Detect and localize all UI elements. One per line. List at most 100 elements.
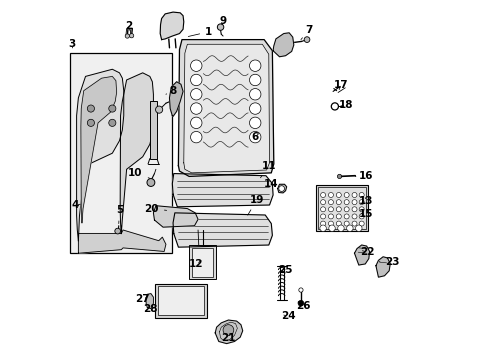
Bar	[149, 102, 157, 158]
Bar	[189, 246, 216, 279]
Circle shape	[328, 221, 333, 226]
Circle shape	[351, 214, 356, 219]
Circle shape	[320, 193, 325, 198]
Bar	[315, 185, 367, 231]
Circle shape	[336, 193, 341, 198]
Circle shape	[358, 221, 364, 226]
Circle shape	[328, 207, 333, 212]
Polygon shape	[173, 213, 272, 247]
Circle shape	[298, 288, 303, 292]
Circle shape	[217, 24, 224, 30]
Text: 20: 20	[144, 203, 166, 213]
Circle shape	[319, 225, 325, 231]
Circle shape	[115, 228, 121, 234]
Text: 12: 12	[189, 259, 203, 269]
Circle shape	[328, 193, 333, 198]
Text: 19: 19	[247, 195, 264, 215]
Circle shape	[344, 214, 348, 219]
Circle shape	[346, 225, 352, 231]
Text: 1: 1	[188, 27, 212, 37]
Text: 25: 25	[278, 265, 292, 275]
Bar	[191, 248, 213, 277]
Polygon shape	[81, 76, 116, 223]
Circle shape	[344, 207, 348, 212]
Circle shape	[320, 214, 325, 219]
Bar	[317, 187, 365, 229]
Circle shape	[328, 214, 333, 219]
Circle shape	[249, 74, 261, 86]
Text: 28: 28	[143, 304, 158, 314]
Polygon shape	[172, 174, 272, 207]
Circle shape	[155, 106, 163, 113]
Text: 22: 22	[360, 247, 374, 257]
Circle shape	[87, 105, 94, 112]
Text: 11: 11	[260, 161, 276, 178]
Circle shape	[125, 34, 129, 38]
Text: 6: 6	[251, 132, 258, 142]
Text: 16: 16	[354, 171, 372, 181]
Text: 21: 21	[221, 333, 235, 343]
Circle shape	[298, 300, 303, 306]
Circle shape	[358, 200, 364, 204]
Polygon shape	[215, 320, 242, 343]
Circle shape	[336, 207, 341, 212]
Circle shape	[190, 117, 202, 129]
Circle shape	[320, 200, 325, 204]
Circle shape	[358, 193, 364, 198]
Circle shape	[351, 221, 356, 226]
Text: 24: 24	[280, 311, 295, 321]
Text: 27: 27	[135, 294, 150, 303]
Circle shape	[223, 325, 233, 336]
Polygon shape	[78, 230, 165, 253]
Polygon shape	[120, 73, 153, 234]
Polygon shape	[277, 184, 286, 193]
Circle shape	[108, 119, 116, 126]
Circle shape	[336, 214, 341, 219]
Circle shape	[336, 200, 341, 204]
Circle shape	[337, 225, 344, 231]
Text: 17: 17	[333, 80, 347, 90]
Circle shape	[351, 193, 356, 198]
Circle shape	[190, 103, 202, 114]
Circle shape	[304, 37, 309, 42]
Circle shape	[355, 225, 361, 231]
Circle shape	[249, 103, 261, 114]
Bar	[158, 287, 203, 315]
Circle shape	[129, 33, 134, 38]
Circle shape	[249, 117, 261, 129]
Bar	[70, 53, 172, 253]
Circle shape	[190, 89, 202, 100]
Text: 10: 10	[128, 168, 149, 178]
Circle shape	[249, 131, 261, 143]
Bar	[155, 284, 206, 318]
Circle shape	[190, 131, 202, 143]
Polygon shape	[77, 69, 123, 241]
Text: 15: 15	[358, 209, 372, 219]
Text: 23: 23	[379, 257, 399, 267]
Text: 9: 9	[219, 16, 226, 26]
Circle shape	[328, 225, 335, 231]
Circle shape	[190, 74, 202, 86]
Circle shape	[358, 207, 364, 212]
Circle shape	[351, 207, 356, 212]
Circle shape	[108, 105, 116, 112]
Circle shape	[320, 207, 325, 212]
Text: 5: 5	[116, 205, 123, 224]
Circle shape	[336, 221, 341, 226]
Text: 3: 3	[68, 39, 76, 49]
Polygon shape	[272, 33, 293, 57]
Circle shape	[320, 221, 325, 226]
Text: 18: 18	[338, 100, 353, 110]
Circle shape	[344, 221, 348, 226]
Text: 13: 13	[358, 197, 372, 206]
Circle shape	[147, 179, 155, 186]
Polygon shape	[375, 257, 389, 277]
Text: 4: 4	[72, 200, 80, 210]
Text: 26: 26	[296, 301, 310, 311]
Circle shape	[351, 200, 356, 204]
Circle shape	[249, 89, 261, 100]
Text: 2: 2	[124, 21, 132, 31]
Circle shape	[328, 200, 333, 204]
Polygon shape	[169, 82, 183, 116]
Circle shape	[87, 119, 94, 126]
